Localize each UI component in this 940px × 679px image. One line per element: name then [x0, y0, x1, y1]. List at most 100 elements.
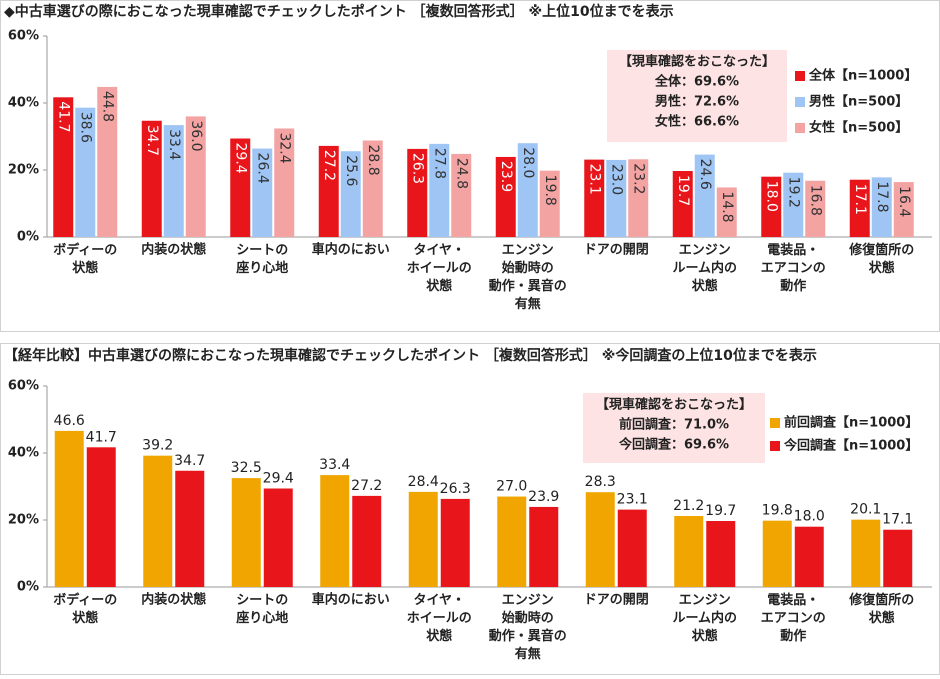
value-label: 14.8 [719, 191, 735, 222]
bar [97, 86, 118, 237]
value-label: 36.0 [188, 120, 204, 151]
value-label: 18.0 [763, 181, 779, 212]
x-tick-label: 内装の状態 [141, 242, 206, 258]
bar [340, 151, 361, 237]
bar [606, 159, 627, 237]
value-label: 34.7 [174, 453, 205, 469]
y-tick-label: 0% [17, 580, 39, 595]
value-label: 32.4 [276, 132, 292, 163]
annotation: 【現車確認をおこなった】 [596, 397, 752, 413]
x-tick-label: 車内のにおい [312, 592, 390, 608]
x-tick-label: ボディーの状態 [53, 242, 117, 276]
bar [517, 143, 538, 237]
bar [674, 515, 704, 587]
bar [497, 496, 527, 587]
bar [54, 430, 84, 587]
legend-label: 今回調査【n=1000】 [783, 438, 918, 454]
bar [230, 138, 251, 237]
legend-label: 男性【n=500】 [809, 94, 908, 110]
x-tick-label: エンジン始動時の動作・異音の有無 [489, 593, 567, 662]
annotation-box [583, 393, 765, 463]
legend-swatch [795, 123, 805, 133]
bar [451, 153, 472, 237]
bar [871, 177, 892, 237]
bar [851, 519, 881, 587]
annotation-box [607, 50, 787, 142]
annotation: 男性：72.6% [655, 94, 739, 110]
bar [495, 156, 516, 237]
value-label: 23.1 [617, 492, 648, 508]
value-label: 27.2 [351, 478, 382, 494]
bar [893, 182, 914, 237]
value-label: 28.3 [585, 474, 616, 490]
value-label: 21.2 [673, 498, 704, 514]
bar [408, 491, 438, 587]
x-tick-label: 車内のにおい [312, 242, 390, 258]
bar [263, 488, 293, 587]
bar [352, 495, 382, 587]
bar [252, 148, 273, 237]
value-label: 23.9 [528, 489, 559, 505]
bar [407, 148, 428, 237]
y-tick-label: 0% [17, 230, 39, 245]
bar [617, 509, 647, 587]
bar [86, 447, 116, 587]
value-label: 19.8 [542, 175, 558, 206]
x-tick-label: シートの座り心地 [235, 593, 288, 626]
value-label: 23.0 [608, 164, 624, 195]
bar [75, 107, 96, 237]
bar [318, 145, 339, 237]
x-tick-label: 修復箇所の状態 [848, 592, 914, 626]
x-tick-label: ボディーの状態 [53, 592, 117, 626]
bar [175, 470, 205, 587]
value-label: 28.8 [365, 145, 381, 176]
value-label: 41.7 [86, 429, 117, 445]
value-label: 19.8 [762, 503, 793, 519]
value-label: 24.8 [453, 158, 469, 189]
legend-label: 女性【n=500】 [809, 120, 908, 136]
legend-label: 全体【n=1000】 [808, 68, 917, 84]
value-label: 26.3 [409, 153, 425, 184]
value-label: 27.8 [431, 148, 447, 179]
bar [362, 140, 383, 237]
bar [716, 187, 737, 237]
value-label: 26.3 [440, 481, 471, 497]
x-tick-label: 電装品・エアコンの動作 [761, 242, 826, 294]
bar [585, 492, 615, 587]
value-label: 16.8 [807, 185, 823, 216]
legend-swatch [795, 97, 805, 107]
value-label: 19.7 [705, 503, 736, 519]
value-label: 27.0 [496, 479, 527, 495]
x-tick-label: エンジンルーム内の状態 [672, 593, 737, 644]
bar [429, 143, 450, 237]
value-label: 34.7 [144, 125, 160, 156]
legend-swatch [770, 441, 780, 451]
bar [794, 526, 824, 587]
annotation: 【現車確認をおこなった】 [619, 54, 775, 70]
x-tick-label: ドアの開閉 [584, 243, 649, 258]
value-label: 29.4 [232, 143, 248, 174]
value-label: 20.1 [850, 502, 881, 518]
value-label: 18.0 [794, 509, 825, 525]
value-label: 23.9 [498, 161, 514, 192]
x-tick-label: 電装品・エアコンの動作 [761, 592, 826, 644]
value-label: 17.8 [874, 181, 890, 212]
annotation: 女性：66.6% [655, 114, 739, 130]
y-tick-label: 20% [8, 513, 39, 528]
bar [584, 159, 605, 237]
bar [320, 475, 350, 587]
bar [440, 498, 470, 587]
bar [185, 116, 206, 237]
bar [141, 120, 162, 237]
bar [672, 171, 693, 237]
bar [783, 172, 804, 237]
bar [529, 506, 559, 587]
annotation: 全体：69.6% [654, 74, 739, 90]
value-label: 39.2 [142, 438, 173, 454]
bar [163, 125, 184, 237]
bar [706, 521, 736, 587]
bar [628, 159, 649, 237]
value-label: 26.4 [254, 153, 270, 184]
value-label: 29.4 [263, 471, 294, 487]
